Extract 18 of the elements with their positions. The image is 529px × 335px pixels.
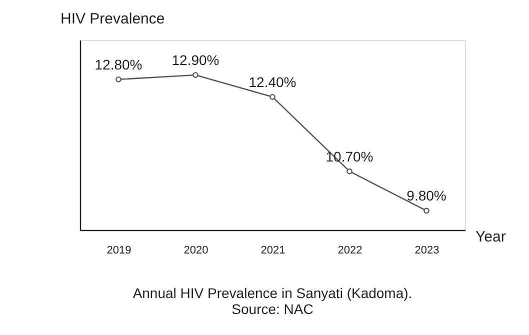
x-axis-title: Year: [476, 228, 506, 246]
data-label: 12.40%: [248, 74, 296, 90]
x-tick-label: 2019: [106, 244, 132, 256]
data-label: 12.90%: [172, 52, 220, 68]
data-label: 9.80%: [406, 188, 446, 204]
point: [270, 94, 276, 100]
point: [346, 168, 352, 174]
point: [192, 72, 198, 78]
x-tick-label: 2020: [184, 244, 208, 256]
y-axis-title: HIV Prevalence: [60, 10, 165, 28]
x-tick-label: 2021: [260, 244, 286, 256]
point: [424, 208, 430, 214]
point: [116, 76, 122, 82]
text: Annual HIV Prevalence in Sanyati (Kadoma).: [132, 285, 412, 301]
source-note: Source: NAC: [232, 301, 314, 317]
x-tick-label: 2022: [338, 244, 362, 256]
data-label: 12.80%: [94, 56, 142, 72]
x-tick-label: 2023: [414, 244, 440, 256]
